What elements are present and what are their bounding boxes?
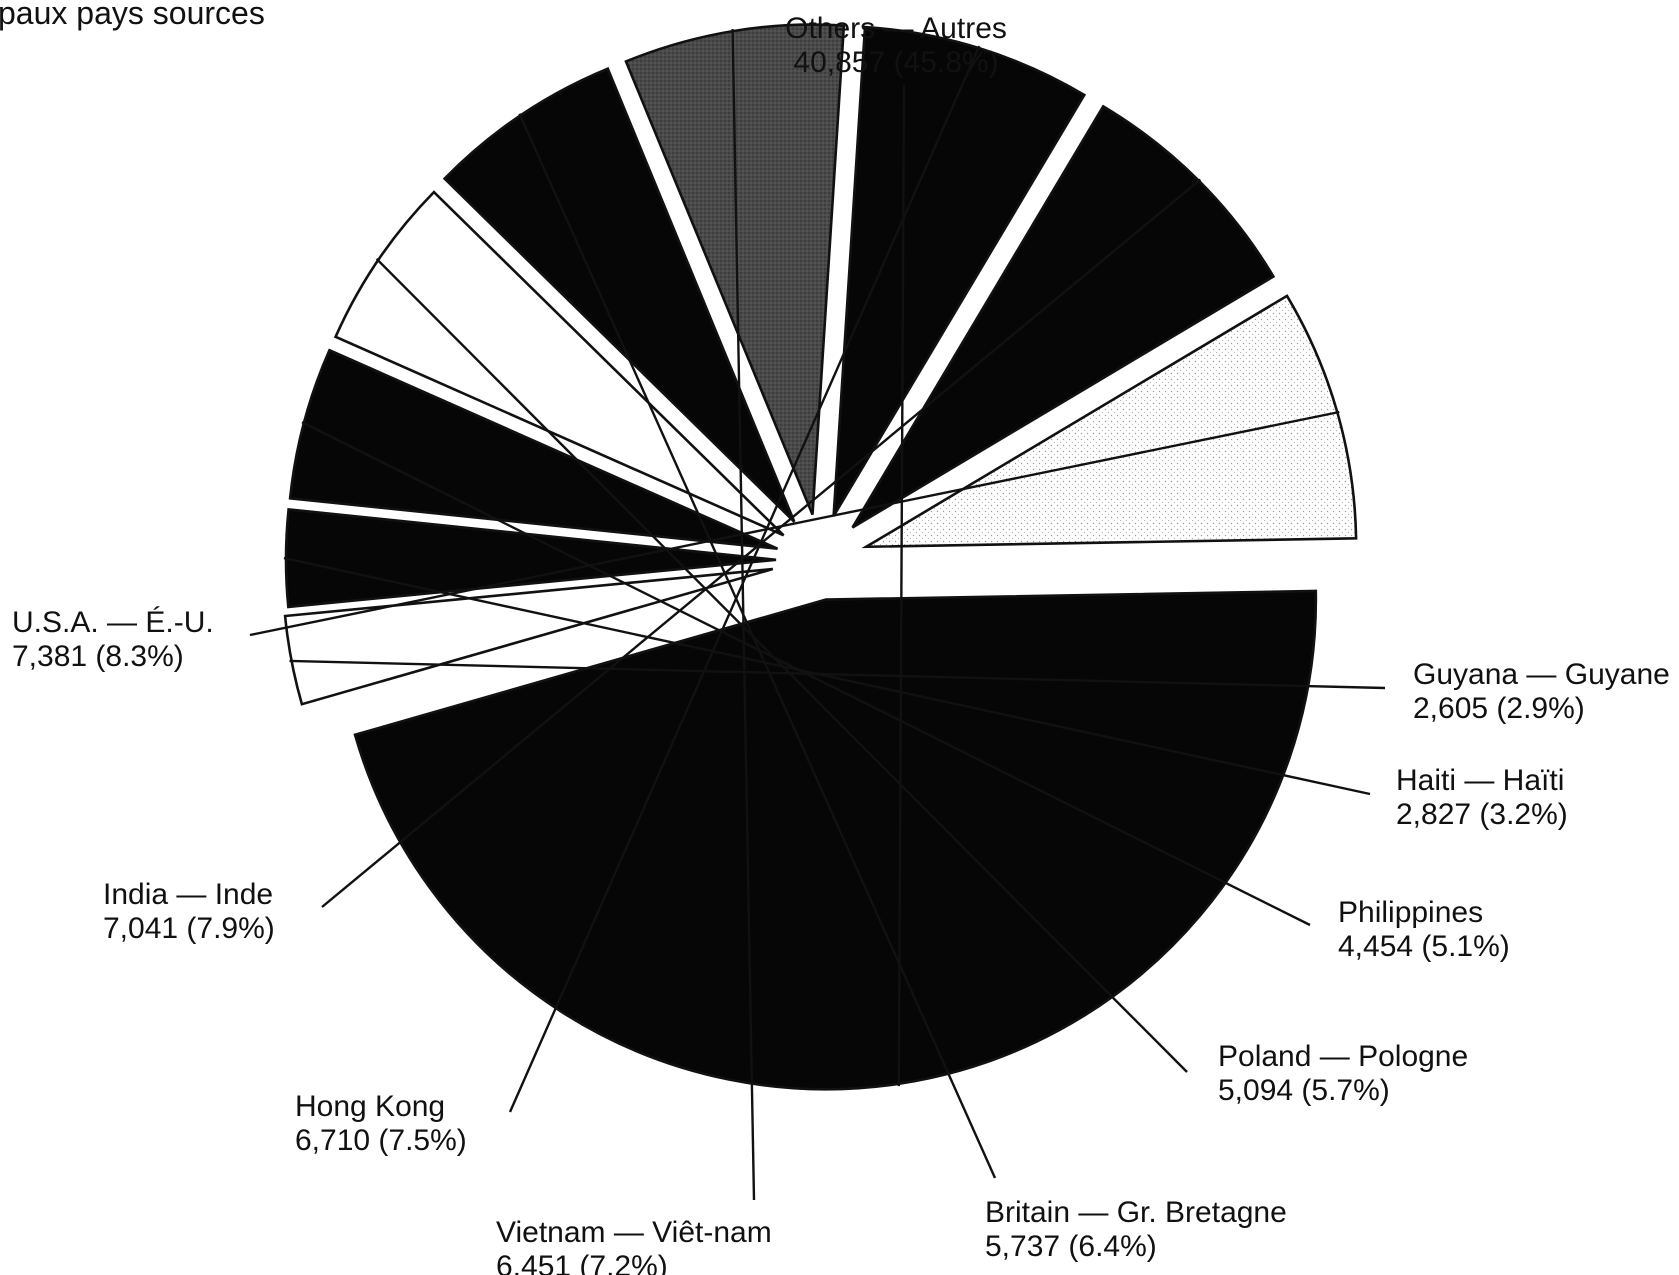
slice-label: Haiti — Haïti — [1396, 764, 1564, 797]
chart-title: paux pays sources — [0, 0, 265, 31]
slice-value-label: 6,451 (7.2%) — [496, 1250, 668, 1275]
slice-label: Vietnam — Viêt-nam — [496, 1216, 772, 1249]
slice-label: Others — Autres — [785, 12, 1007, 45]
slice-label: Hong Kong — [295, 1090, 445, 1123]
slice-label: Philippines — [1338, 896, 1483, 929]
slice-label: U.S.A. — É.-U. — [12, 606, 214, 639]
slice-value-label: 2,827 (3.2%) — [1396, 798, 1568, 831]
slice-label: Britain — Gr. Bretagne — [985, 1196, 1287, 1229]
slice-value-label: 4,454 (5.1%) — [1338, 930, 1510, 963]
slice-value-label: 5,094 (5.7%) — [1218, 1074, 1390, 1107]
slice-value-label: 7,041 (7.9%) — [103, 912, 275, 945]
slice-label: Guyana — Guyane — [1413, 658, 1670, 691]
slice-value-label: 2,605 (2.9%) — [1413, 692, 1585, 725]
slice-label: Poland — Pologne — [1218, 1040, 1468, 1073]
slice-value-label: 6,710 (7.5%) — [295, 1124, 467, 1157]
slice-value-label: 40,857 (45.8%) — [793, 46, 998, 79]
slice-label: India — Inde — [103, 878, 273, 911]
slice-value-label: 7,381 (8.3%) — [12, 640, 184, 673]
slice-value-label: 5,737 (6.4%) — [985, 1230, 1157, 1263]
